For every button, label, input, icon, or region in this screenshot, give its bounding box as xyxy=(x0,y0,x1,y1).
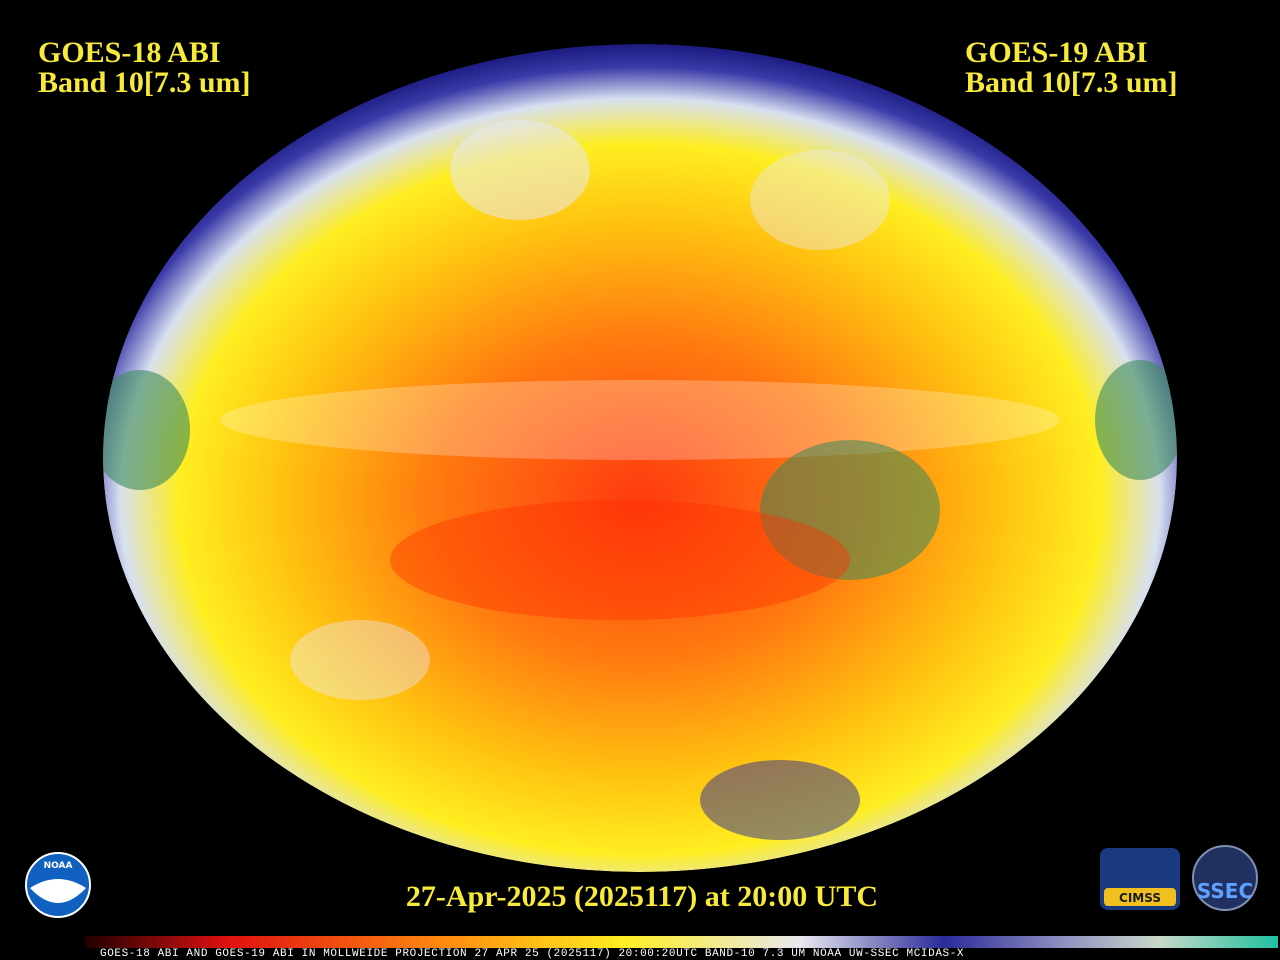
color-bar xyxy=(85,936,1278,948)
cimss-text: CIMSS xyxy=(1119,891,1161,905)
right-band: Band 10[7.3 um] xyxy=(965,66,1178,99)
left-band: Band 10[7.3 um] xyxy=(38,66,251,99)
left-title: GOES-18 ABI xyxy=(38,36,221,69)
ssec-text: SSEC xyxy=(1197,879,1253,903)
cimss-logo: CIMSS xyxy=(1100,848,1180,910)
color-bar-caption: GOES-18 ABI AND GOES-19 ABI IN MOLLWEIDE… xyxy=(100,948,964,960)
timestamp: 27-Apr-2025 (2025117) at 20:00 UTC xyxy=(406,880,878,913)
noaa-logo: NOAA xyxy=(25,852,91,918)
noaa-text: NOAA xyxy=(44,861,73,871)
right-title: GOES-19 ABI xyxy=(965,36,1148,69)
globe-image xyxy=(103,44,1177,872)
ssec-logo: SSEC xyxy=(1192,845,1258,911)
